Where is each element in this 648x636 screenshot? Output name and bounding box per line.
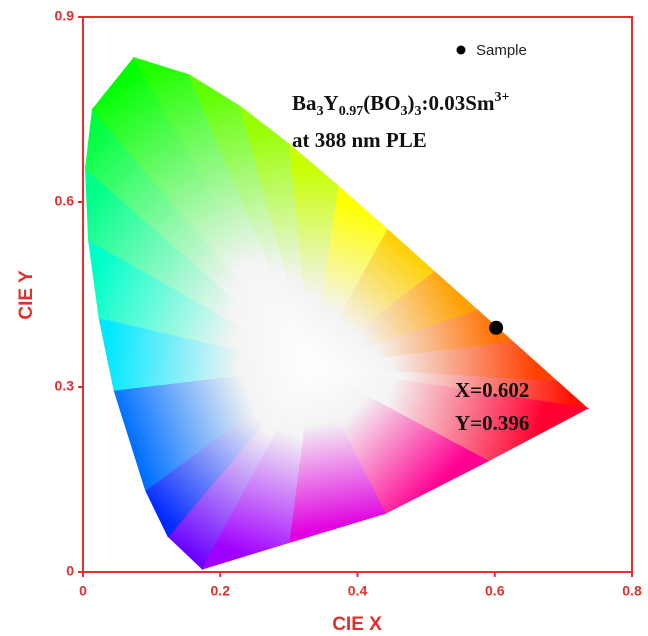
formula-sub: 0.97	[339, 104, 364, 119]
x-coordinate-note: X=0.602	[455, 378, 529, 402]
x-tick-label: 0.2	[211, 583, 231, 599]
formula-sub: 3	[415, 104, 422, 119]
legend-marker	[456, 45, 466, 55]
x-axis-label: CIE X	[332, 614, 382, 635]
y-tick-label: 0.3	[55, 378, 75, 394]
gamut-wedge	[201, 366, 313, 570]
formula: Ba3Y0.97(BO3)3:0.03Sm3+	[292, 90, 509, 119]
formula-part: (BO	[363, 91, 400, 115]
data-point	[489, 320, 504, 335]
x-tick-label: 0.4	[348, 583, 368, 599]
x-tick-label: 0	[79, 583, 87, 599]
x-tick-label: 0.8	[622, 583, 642, 599]
formula-part: )	[408, 91, 415, 115]
x-tick-label: 0.6	[485, 583, 505, 599]
formula-part: Ba	[292, 91, 317, 115]
formula-sub: 3	[401, 104, 408, 119]
legend-label: Sample	[476, 42, 527, 59]
formula-sub: 3	[317, 104, 324, 119]
y-tick-label: 0.6	[55, 193, 75, 209]
chromaticity-gamut	[85, 56, 590, 570]
y-axis-label: CIE Y	[16, 270, 37, 320]
formula-sup: 3+	[494, 90, 509, 105]
y-coordinate-note: Y=0.396	[455, 411, 529, 435]
excitation-note: at 388 nm PLE	[292, 128, 427, 152]
formula-part: Y	[324, 91, 339, 115]
formula-part: :0.03Sm	[422, 91, 495, 115]
y-tick-label: 0	[66, 563, 74, 579]
y-tick-label: 0.9	[55, 8, 75, 24]
